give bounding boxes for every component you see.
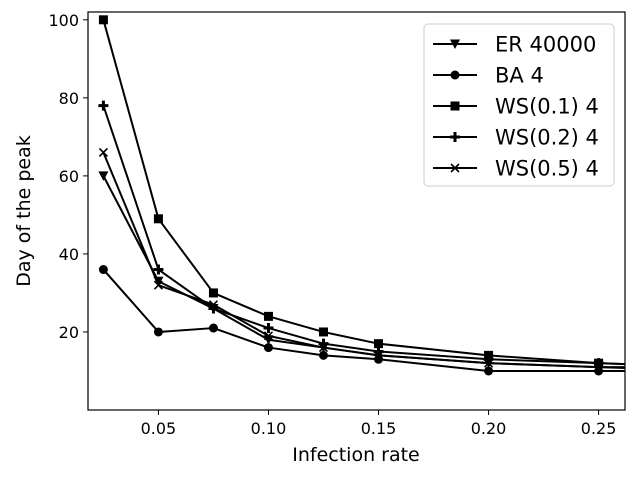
data-point [484,366,494,376]
legend-label: ER 40000 [495,33,596,57]
legend-entry: WS(0.1) 4 [433,95,599,119]
x-axis-title: Infection rate [292,444,420,466]
legend: ER 40000 BA 4 WS(0.1) 4 WS(0.2) 4 WS(0.5) 4 [423,23,615,187]
y-tick-label: 100 [48,11,79,30]
legend-entry: BA 4 [433,64,544,88]
legend-entry: ER 40000 [433,33,596,57]
legend-label: WS(0.2) 4 [495,126,599,150]
data-point [98,265,108,275]
data-point [263,311,273,321]
x-tick-label: 0.10 [251,419,287,438]
x-tick-label: 0.20 [471,419,507,438]
data-point [318,343,329,353]
x-tick-label: 0.25 [581,419,617,438]
data-point [373,350,384,360]
y-tick-label: 40 [59,245,79,264]
data-point [98,171,109,181]
x-axis-ticks: 0.05 0.10 0.15 0.20 0.25 [141,410,617,438]
legend-label: WS(0.5) 4 [495,157,599,181]
legend-label: WS(0.1) 4 [495,95,599,119]
legend-marker [450,101,460,111]
data-point [374,339,384,349]
data-point [153,327,163,337]
series-layer [98,15,625,376]
data-point [98,100,109,111]
y-tick-label: 20 [59,323,79,342]
legend-marker [450,163,460,173]
legend-marker [450,70,460,80]
y-axis-ticks: 20 40 60 80 100 [48,11,88,342]
data-point [208,323,218,333]
legend-entry: WS(0.5) 4 [433,157,599,181]
data-point [98,147,108,158]
legend-label: BA 4 [495,64,544,88]
data-point [153,280,163,290]
data-point [153,214,163,224]
x-tick-label: 0.05 [141,419,177,438]
y-tick-label: 60 [59,167,79,186]
plot-frame [87,11,626,411]
data-point [263,323,274,334]
data-point [483,358,494,368]
data-point [263,343,273,353]
data-point [263,331,274,341]
data-point [98,15,108,25]
legend-entry: WS(0.2) 4 [433,126,599,150]
legend-marker [450,39,460,49]
legend-box [423,23,615,187]
data-point [594,362,604,372]
data-point [208,288,218,298]
legend-marker [450,132,460,142]
data-point [153,264,164,275]
data-point [208,300,219,310]
data-point [318,327,328,337]
y-tick-label: 80 [59,89,79,108]
series-4 [98,147,625,372]
y-axis-title: Day of the peak [13,135,35,287]
data-point [318,350,328,360]
x-tick-label: 0.15 [361,419,397,438]
